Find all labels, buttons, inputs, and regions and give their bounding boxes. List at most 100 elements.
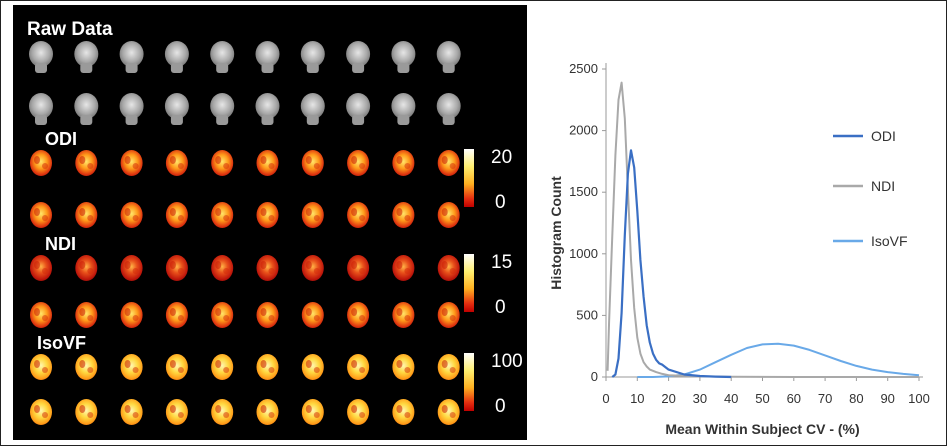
brain-slice (436, 41, 461, 73)
brain-slice (30, 255, 52, 281)
brain-slice (300, 41, 325, 73)
colorbar-max-label: 20 (491, 147, 512, 168)
row-label: NDI (45, 234, 76, 254)
brain-slice (211, 399, 234, 425)
brain-slice (437, 202, 460, 228)
x-tick-label: 40 (724, 391, 738, 406)
brain-slice (120, 354, 143, 380)
brain-slice (75, 354, 98, 380)
brain-slice (301, 399, 324, 425)
brain-slice (211, 354, 234, 380)
brain-slice (165, 354, 188, 380)
brain-image-panel: Raw Data ODI 20 0 NDI 15 0 IsoVF 100 0 (13, 5, 527, 440)
series-line-ndi (606, 81, 919, 378)
colorbar-min-label: 0 (495, 396, 506, 417)
x-tick-label: 70 (818, 391, 832, 406)
brain-slice (256, 150, 279, 176)
brain-slice (391, 93, 416, 125)
brain-slice (164, 41, 189, 73)
brain-slice (165, 302, 188, 328)
brain-slice (346, 41, 371, 73)
x-tick-label: 10 (630, 391, 644, 406)
y-tick-label: 2500 (569, 61, 598, 76)
legend-label: NDI (871, 178, 895, 194)
brain-slice (74, 93, 99, 125)
brain-slice (30, 399, 52, 425)
brain-slice (392, 399, 415, 425)
brain-slice (120, 150, 143, 176)
brain-slice (210, 41, 235, 73)
legend-label: IsoVF (871, 233, 908, 249)
brain-slice (301, 302, 324, 328)
brain-slice (30, 354, 52, 380)
colorbar-max-label: 15 (491, 252, 512, 273)
row-label: ODI (45, 129, 77, 149)
brain-slice (165, 202, 188, 228)
brain-slice (30, 302, 52, 328)
brain-slice (437, 399, 460, 425)
x-tick-label: 0 (602, 391, 609, 406)
brain-slice (165, 150, 188, 176)
brain-slice (211, 302, 234, 328)
brain-slice (437, 255, 460, 281)
brain-slice (30, 150, 52, 176)
brain-slice (437, 302, 460, 328)
brain-slice (347, 150, 370, 176)
x-tick-label: 50 (755, 391, 769, 406)
brain-slice (392, 202, 415, 228)
brain-slice (301, 150, 324, 176)
legend-label: ODI (871, 128, 896, 144)
brain-slice (392, 302, 415, 328)
brain-slice (392, 354, 415, 380)
colorbar (464, 149, 474, 207)
brain-slice (30, 202, 52, 228)
brain-slice (255, 41, 280, 73)
brain-slice (301, 202, 324, 228)
brain-slice (346, 93, 371, 125)
brain-slice (347, 399, 370, 425)
brain-slice (347, 302, 370, 328)
brain-slice (391, 41, 416, 73)
brain-slice (255, 93, 280, 125)
brain-image-grid: Raw Data ODI 20 0 NDI 15 0 IsoVF 100 0 (27, 19, 523, 425)
x-tick-label: 30 (693, 391, 707, 406)
brain-slice (300, 93, 325, 125)
x-tick-label: 60 (787, 391, 801, 406)
brain-slice (256, 354, 279, 380)
brain-slice (347, 354, 370, 380)
brain-slice (74, 41, 99, 73)
brain-slice (75, 302, 98, 328)
brain-slice (75, 255, 98, 281)
x-tick-label: 80 (849, 391, 863, 406)
brain-slice (75, 202, 98, 228)
y-tick-label: 2000 (569, 123, 598, 138)
x-tick-label: 20 (661, 391, 675, 406)
brain-slice (211, 255, 234, 281)
row-label: Raw Data (27, 19, 113, 40)
brain-slice (437, 150, 460, 176)
series-line-odi (611, 149, 732, 379)
x-tick-label: 100 (908, 391, 930, 406)
y-tick-label: 1500 (569, 184, 598, 199)
brain-slice (120, 302, 143, 328)
brain-slice (119, 93, 144, 125)
brain-slice (436, 93, 461, 125)
brain-slice (165, 255, 188, 281)
y-axis-title: Histogram Count (548, 176, 564, 290)
brain-slice (392, 150, 415, 176)
colorbar (464, 254, 474, 312)
brain-slice (120, 399, 143, 425)
brain-slice (211, 150, 234, 176)
row-label: IsoVF (37, 333, 86, 353)
brain-slice (256, 255, 279, 281)
colorbar-max-label: 100 (491, 351, 523, 372)
brain-slice (392, 255, 415, 281)
brain-slice (75, 150, 98, 176)
x-tick-label: 90 (880, 391, 894, 406)
brain-slice (29, 41, 53, 73)
brain-slice (75, 399, 98, 425)
colorbar-min-label: 0 (495, 297, 506, 318)
brain-slice (301, 255, 324, 281)
